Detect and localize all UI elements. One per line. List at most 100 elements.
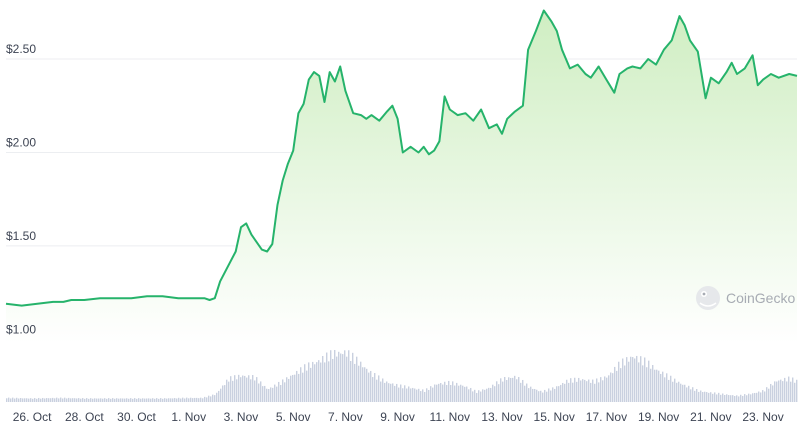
volume-bar — [340, 353, 342, 402]
volume-bar — [464, 386, 466, 402]
volume-bar — [648, 360, 650, 402]
volume-bar — [784, 377, 786, 402]
price-line — [5, 9, 798, 307]
volume-bar — [456, 382, 458, 402]
volume-bar — [260, 381, 262, 402]
volume-bar — [686, 387, 688, 402]
volume-bar — [634, 358, 636, 402]
volume-bar — [312, 361, 314, 402]
volume-bar — [10, 398, 12, 402]
volume-bar — [76, 398, 78, 402]
volume-bar — [56, 397, 58, 402]
volume-bar — [516, 379, 518, 402]
volume-bar — [90, 398, 92, 402]
volume-bar — [40, 398, 42, 402]
volume-bar — [160, 398, 162, 402]
volume-bar — [594, 383, 596, 402]
x-tick-label: 5. Nov — [276, 410, 311, 424]
volume-bar — [598, 382, 600, 402]
volume-bar — [314, 364, 316, 402]
volume-bar — [28, 398, 30, 402]
volume-bar — [182, 397, 184, 402]
volume-bar — [112, 398, 114, 402]
volume-bar — [354, 363, 356, 402]
volume-bar — [376, 379, 378, 402]
volume-bar — [360, 361, 362, 402]
volume-bar — [580, 380, 582, 402]
volume-bar — [718, 392, 720, 402]
volume-bar — [318, 360, 320, 402]
volume-bar — [796, 379, 798, 402]
volume-bar — [232, 380, 234, 402]
volume-bar — [548, 388, 550, 402]
volume-bar — [506, 380, 508, 402]
volume-bar — [266, 388, 268, 402]
volume-bar — [102, 398, 104, 402]
volume-bar — [446, 384, 448, 402]
volume-bar — [404, 385, 406, 402]
volume-bar — [246, 377, 248, 402]
volume-bar — [238, 374, 240, 402]
volume-bar — [338, 351, 340, 402]
volume-bar — [88, 398, 90, 402]
volume-bar — [588, 379, 590, 402]
volume-bar — [98, 398, 100, 402]
volume-bar — [450, 385, 452, 402]
volume-bar — [556, 386, 558, 402]
volume-bar — [622, 358, 624, 402]
volume-bar — [620, 368, 622, 402]
x-tick-label: 30. Oct — [117, 410, 156, 424]
volume-bar — [578, 377, 580, 402]
volume-bar — [220, 388, 222, 402]
volume-bar — [752, 393, 754, 402]
volume-bar — [262, 386, 264, 402]
volume-bar — [478, 390, 480, 402]
volume-bar — [534, 388, 536, 402]
x-axis-ticks: 26. Oct 28. Oct 30. Oct 1. Nov 3. Nov 5. Nov 7… — [13, 410, 784, 424]
volume-bar — [406, 388, 408, 402]
volume-bar — [20, 398, 22, 402]
volume-bar — [502, 381, 504, 402]
volume-bar — [36, 398, 38, 402]
volume-bar — [416, 389, 418, 402]
volume-bar — [334, 349, 336, 402]
volume-bar — [682, 384, 684, 402]
volume-bar — [444, 381, 446, 402]
volume-bar — [400, 384, 402, 402]
volume-bar — [24, 398, 26, 402]
volume-bar — [344, 350, 346, 402]
volume-bar — [224, 385, 226, 402]
volume-bar — [778, 380, 780, 402]
volume-bar — [294, 374, 296, 402]
volume-bar — [214, 395, 216, 402]
volume-bar — [744, 394, 746, 402]
volume-bar — [62, 398, 64, 402]
volume-bar — [274, 384, 276, 402]
volume-bar — [724, 394, 726, 402]
volume-bar — [342, 354, 344, 402]
volume-bar — [690, 389, 692, 402]
volume-bar — [80, 398, 82, 402]
volume-bar — [562, 382, 564, 402]
volume-bar — [164, 398, 166, 402]
x-tick-label: 28. Oct — [65, 410, 104, 424]
watermark-text: CoinGecko — [726, 290, 795, 306]
volume-bar — [68, 397, 70, 402]
volume-bar — [646, 367, 648, 402]
volume-bar — [616, 370, 618, 402]
volume-bar — [206, 397, 208, 402]
volume-bar — [676, 382, 678, 402]
volume-bar — [170, 398, 172, 402]
y-tick-label: $1.50 — [6, 229, 36, 243]
volume-bar — [736, 395, 738, 402]
volume-bar — [678, 381, 680, 402]
volume-bar — [156, 398, 158, 402]
volume-bar — [510, 377, 512, 402]
y-tick-label: $1.00 — [6, 322, 36, 336]
volume-bar — [138, 398, 140, 402]
x-tick-label: 15. Nov — [534, 410, 575, 424]
volume-bar — [72, 398, 74, 402]
volume-bar — [48, 398, 50, 402]
volume-bar — [592, 379, 594, 402]
